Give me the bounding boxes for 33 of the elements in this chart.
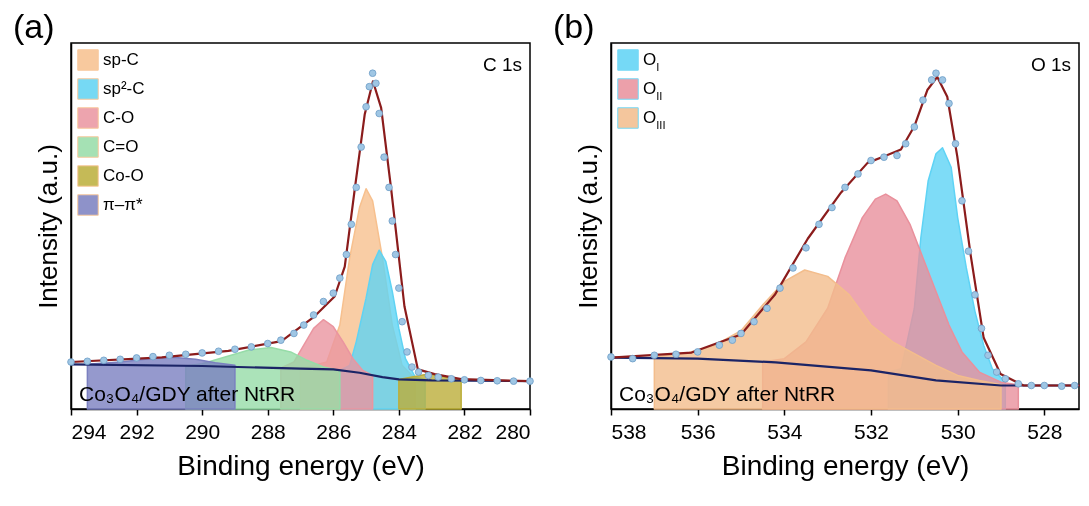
legend-label: C-O	[103, 108, 135, 127]
legend-label: sp²-C	[103, 79, 145, 98]
x-tick-label: 290	[185, 419, 221, 443]
legend-label: O$_{III}$	[643, 108, 666, 131]
legend-label: C=O	[103, 137, 139, 156]
x-axis-title: Binding energy (eV)	[721, 449, 970, 481]
x-tick-label: 532	[853, 419, 890, 443]
chart-title: (b)	[553, 7, 595, 45]
annotation: Co₃O₄/GDY after NtRR	[79, 382, 296, 405]
legend-label: O$_{II}$	[643, 79, 663, 102]
x-tick-label: 530	[940, 419, 976, 443]
x-tick-label: 294	[71, 419, 107, 443]
legend-label: π–π*	[103, 195, 143, 214]
x-tick-label: 286	[316, 419, 352, 443]
legend-label: O$_{I}$	[643, 50, 660, 73]
annotation: O 1s	[1030, 54, 1071, 75]
x-tick-label: 534	[767, 419, 803, 443]
annotation: C 1s	[482, 54, 522, 75]
x-tick-label: 538	[611, 419, 647, 443]
x-tick-label: 284	[381, 419, 418, 443]
legend-label: Co-O	[103, 166, 144, 185]
annotation: Co₃O₄/GDY after NtRR	[619, 382, 836, 405]
x-tick-label: 288	[250, 419, 286, 443]
x-tick-label: 528	[1027, 419, 1063, 443]
legend-label: sp-C	[103, 50, 139, 69]
chart-title: (a)	[13, 7, 55, 45]
y-axis-title: Intensity (a.u.)	[572, 144, 603, 309]
x-tick-label: 536	[680, 419, 716, 443]
x-tick-label: 280	[495, 419, 531, 443]
y-axis-title: Intensity (a.u.)	[32, 144, 63, 309]
x-axis-title: Binding energy (eV)	[177, 449, 425, 481]
x-tick-label: 282	[447, 419, 483, 443]
x-tick-label: 292	[119, 419, 155, 443]
